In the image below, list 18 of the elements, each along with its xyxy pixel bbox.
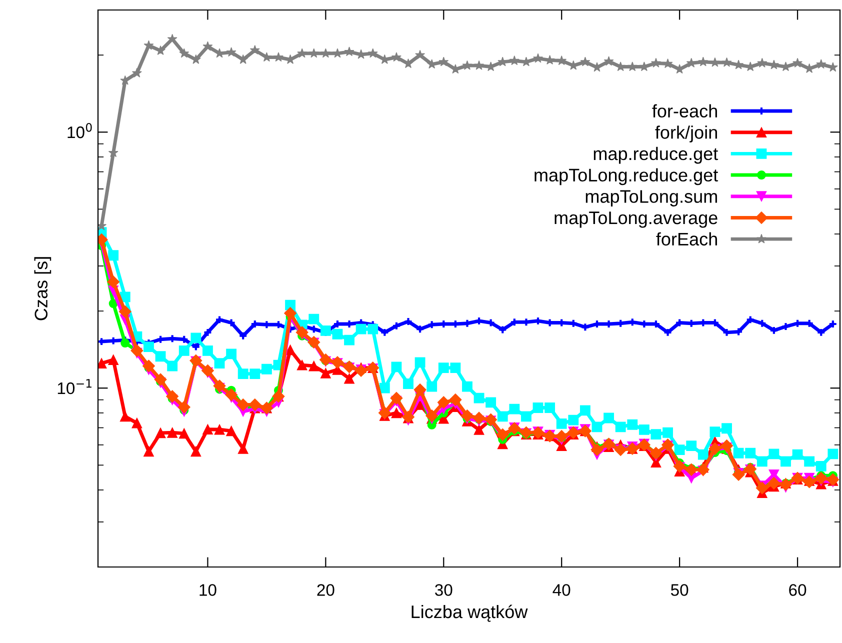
legend-label: forEach [656,232,717,246]
x-tick-label: 50 [670,584,688,596]
legend-label: for-each [652,104,717,118]
point [120,338,130,348]
x-tick-label: 10 [200,584,216,596]
y-axis-title: Czas [s] [34,257,52,320]
legend-label: map.reduce.get [594,146,718,164]
legend-label: mapToLong.average [554,212,718,228]
legend-label: fork/join [655,126,717,142]
x-tick-label: 40 [552,584,570,596]
x-axis-title: Liczba wątków [412,604,528,622]
y-tick-label: 10$^{−1}$ [58,379,92,394]
y-tick-label: 10$^{0}$ [68,123,92,138]
x-tick-label: 60 [789,584,806,596]
legend-label: mapToLong.reduce.get [534,168,718,186]
legend-label: mapToLong.sum [586,190,717,206]
x-tick-label: 30 [435,584,452,596]
x-tick-label: 20 [317,584,334,596]
